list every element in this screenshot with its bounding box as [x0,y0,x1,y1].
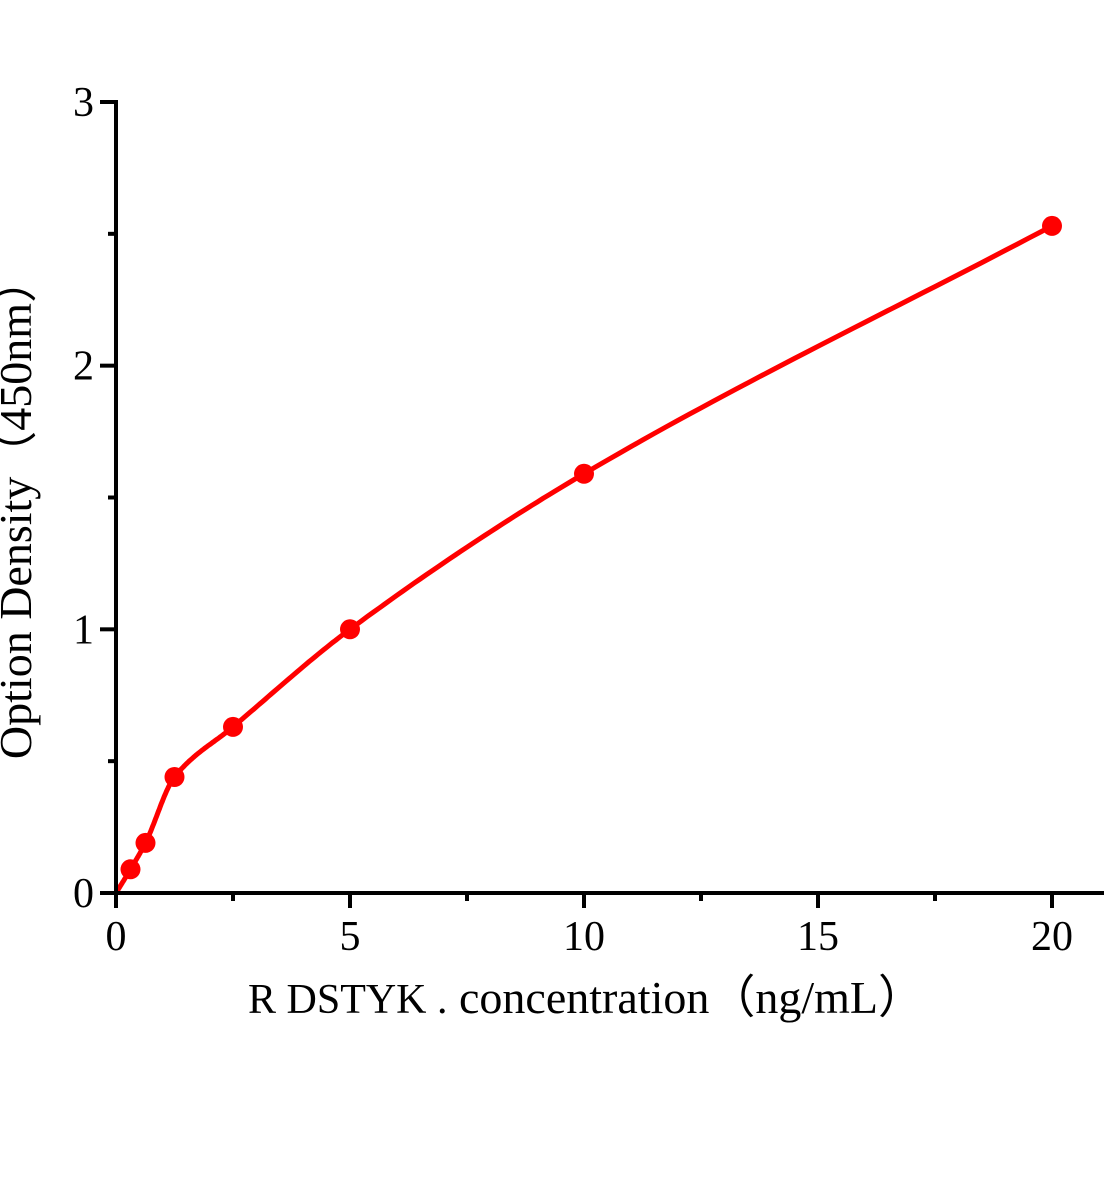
data-point [223,716,243,737]
data-point [135,832,156,853]
y-tick-label: 0 [73,871,94,917]
y-axis-title: Option Density（450nm） [0,257,41,759]
y-tick-label: 3 [73,80,94,126]
data-point [340,619,360,640]
x-tick-label: 15 [797,914,839,960]
data-point [164,767,185,787]
y-tick-label: 1 [73,607,94,653]
data-point [120,859,141,880]
x-tick-label: 0 [106,914,127,960]
x-axis-title: R DSTYK . concentration（ng/mL） [248,972,924,1023]
x-tick-label: 10 [563,914,605,960]
x-axis-title-part: R DSTYK . [248,977,448,1023]
data-point [1042,215,1062,236]
x-tick-label: 5 [340,914,361,960]
y-tick-label: 2 [73,344,94,390]
data-point [574,463,594,484]
x-tick-label: 20 [1031,914,1073,960]
x-axis-title-part: concentration（ng/mL） [448,972,925,1023]
